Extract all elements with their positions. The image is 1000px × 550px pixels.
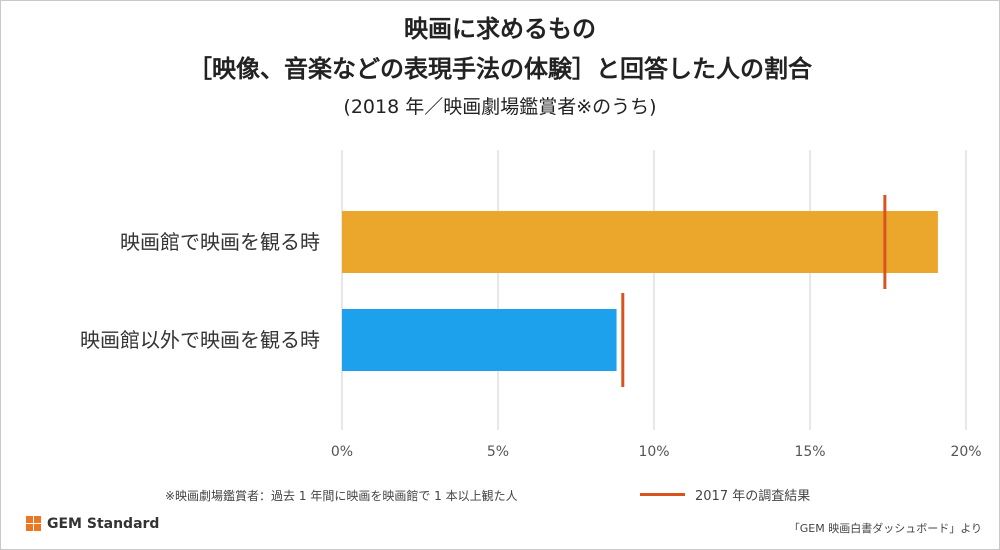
legend-line-swatch (640, 492, 685, 496)
x-tick-label: 10% (638, 444, 669, 460)
x-tick-label: 0% (331, 444, 353, 460)
footnote: ※映画劇場鑑賞者：過去 1 年間に映画を映画館で 1 本以上観た人 (165, 489, 518, 503)
bar (342, 309, 617, 371)
gem-logo: GEM Standard (26, 516, 159, 532)
legend-label: 2017 年の調査結果 (695, 488, 811, 504)
logo-mark-icon (26, 516, 42, 532)
chart-title-line-2: ［映像、音楽などの表現手法の体験］と回答した人の割合 (188, 55, 812, 83)
bar-layer (342, 211, 938, 371)
legend: 2017 年の調査結果 (640, 484, 810, 504)
category-label: 映画館以外で映画を観る時 (80, 328, 320, 352)
grid-layer (341, 150, 967, 430)
bar (342, 211, 938, 273)
category-label: 映画館で映画を観る時 (120, 230, 320, 254)
x-tick-label: 20% (950, 444, 981, 460)
logo-text: GEM Standard (47, 516, 160, 532)
reference-layer (621, 195, 887, 387)
x-tick-label: 5% (487, 444, 509, 460)
chart-subtitle: (2018 年／映画劇場鑑賞者※のうち) (343, 96, 657, 118)
chart-title-line-1: 映画に求めるもの (404, 15, 596, 43)
source-note: 「GEM 映画白書ダッシュボード」より (788, 522, 982, 535)
x-tick-label: 15% (794, 444, 825, 460)
